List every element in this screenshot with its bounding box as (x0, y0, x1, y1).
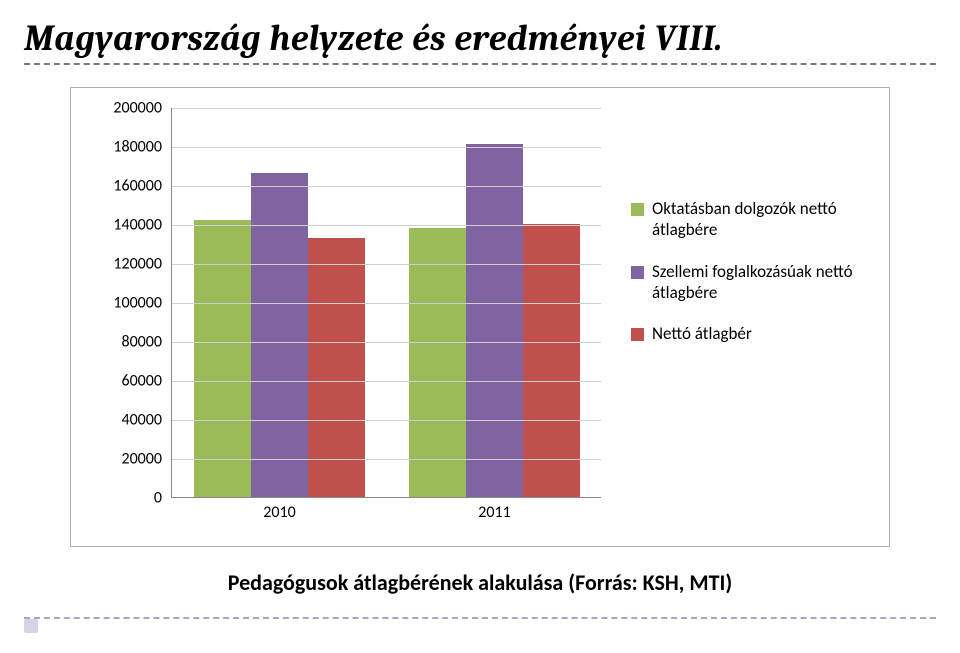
legend-swatch (631, 328, 644, 341)
chart-ytick-label: 80000 (92, 333, 162, 352)
chart-gridline (172, 225, 601, 226)
chart-ytick-label: 0 (92, 489, 162, 508)
legend-item: Oktatásban dolgozók nettó átlagbére (631, 198, 871, 241)
chart-caption: Pedagógusok átlagbérének alakulása (Forr… (24, 569, 936, 596)
chart-gridline (172, 342, 601, 343)
legend-item: Nettó átlagbér (631, 323, 871, 344)
legend-swatch (631, 203, 644, 216)
legend-label: Oktatásban dolgozók nettó átlagbére (652, 198, 871, 241)
chart-ytick-label: 120000 (92, 255, 162, 274)
chart-ytick-label: 40000 (92, 411, 162, 430)
page-title: Magyarország helyzete és eredményei VIII… (24, 18, 936, 59)
legend-label: Nettó átlagbér (652, 323, 871, 344)
chart-ytick-label: 160000 (92, 177, 162, 196)
legend-swatch (631, 266, 644, 279)
chart-gridline (172, 303, 601, 304)
chart-bar (251, 173, 308, 497)
chart-plot-area: 0200004000060000800001000001200001400001… (171, 108, 601, 498)
chart-xtick-label: 2010 (263, 503, 295, 522)
chart-bar (409, 228, 466, 497)
chart-gridline (172, 459, 601, 460)
chart-legend: Oktatásban dolgozók nettó átlagbére Szell… (631, 198, 871, 364)
legend-label: Szellemi foglalkozásúak nettó átlagbére (652, 261, 871, 304)
footer-divider (24, 617, 936, 619)
chart-ytick-label: 200000 (92, 99, 162, 118)
chart-gridline (172, 186, 601, 187)
chart-ytick-label: 60000 (92, 372, 162, 391)
chart-xtick-label: 2011 (478, 503, 510, 522)
title-divider (24, 63, 936, 65)
chart-gridline (172, 108, 601, 109)
chart-gridline (172, 420, 601, 421)
chart-gridline (172, 147, 601, 148)
footer-accent-dot (24, 619, 38, 633)
chart-gridline (172, 264, 601, 265)
chart-bar (194, 220, 251, 497)
chart-ytick-label: 20000 (92, 450, 162, 469)
chart-ytick-label: 100000 (92, 294, 162, 313)
chart-bar (466, 144, 523, 497)
legend-item: Szellemi foglalkozásúak nettó átlagbére (631, 261, 871, 304)
chart-ytick-label: 140000 (92, 216, 162, 235)
chart-frame: 0 20000 40000 60000 80000 100000 120000 140000 1… (70, 87, 890, 547)
chart-gridline (172, 381, 601, 382)
chart-ytick-label: 180000 (92, 138, 162, 157)
